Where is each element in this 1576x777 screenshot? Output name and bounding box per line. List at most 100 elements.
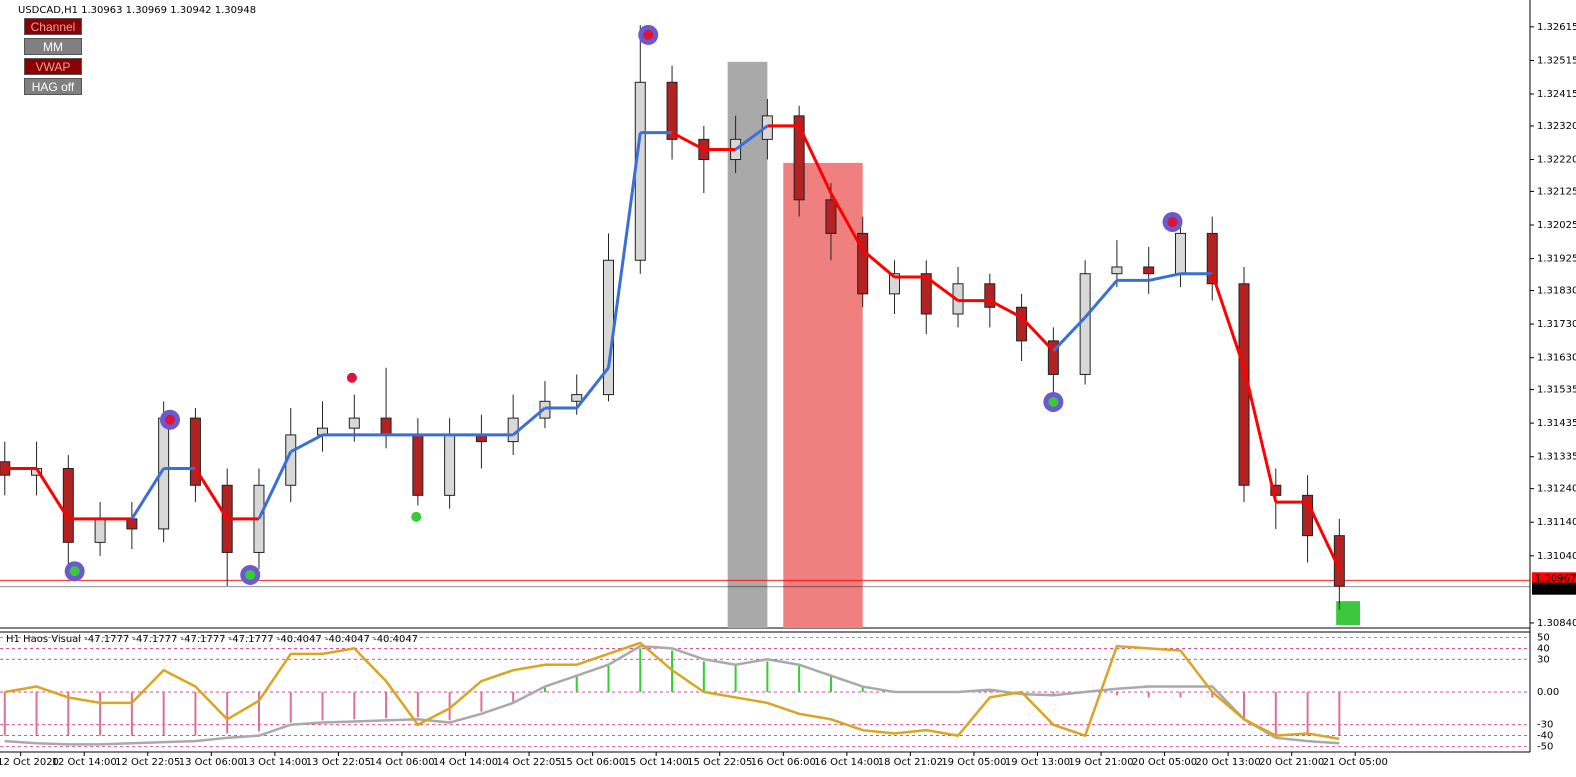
histogram-bar bbox=[385, 692, 388, 719]
toggle-button[interactable]: VWAP bbox=[24, 58, 82, 75]
trend-line bbox=[130, 467, 165, 520]
indicator-title: H1 Haos Visual -47.1777 -47.1777 -47.177… bbox=[6, 634, 418, 645]
histogram-bar bbox=[861, 686, 864, 692]
y-tick-label: 1.31335 bbox=[1537, 452, 1576, 463]
histogram-bar bbox=[226, 692, 229, 734]
x-tick-label: 20 Oct 21:00 bbox=[1259, 757, 1324, 768]
oscillator-line bbox=[4, 644, 1340, 746]
histogram-bar bbox=[289, 692, 292, 723]
x-tick-label: 20 Oct 05:00 bbox=[1132, 757, 1197, 768]
zone bbox=[783, 162, 863, 628]
candle-body bbox=[507, 417, 519, 443]
price-label: 1.30948 bbox=[1535, 584, 1576, 595]
y-tick-label: 1.31925 bbox=[1537, 254, 1576, 265]
histogram-bar bbox=[639, 648, 642, 692]
x-tick-label: 14 Oct 14:00 bbox=[433, 757, 498, 768]
candle-body bbox=[1111, 266, 1123, 275]
signal-dot bbox=[245, 569, 256, 580]
candle-body bbox=[666, 81, 678, 140]
y-tick-label: 1.31730 bbox=[1537, 319, 1576, 330]
candle-body bbox=[444, 434, 456, 496]
histogram-bar bbox=[1115, 692, 1118, 696]
y-tick-label: 40 bbox=[1537, 643, 1550, 654]
histogram-bar bbox=[512, 692, 515, 702]
y-tick-label: 1.32025 bbox=[1537, 220, 1576, 231]
candle-body bbox=[1143, 266, 1155, 275]
trend-line bbox=[671, 131, 705, 151]
y-tick-label: 1.31435 bbox=[1537, 418, 1576, 429]
histogram-bar bbox=[798, 665, 801, 692]
histogram-bar bbox=[734, 665, 737, 692]
trend-line bbox=[194, 467, 229, 520]
histogram-bar bbox=[1052, 692, 1055, 696]
signal-dot bbox=[165, 414, 175, 425]
trend-line bbox=[1306, 501, 1341, 570]
histogram-bar bbox=[480, 692, 483, 712]
toggle-button[interactable]: MM bbox=[24, 38, 82, 55]
x-tick-label: 21 Oct 05:00 bbox=[1323, 757, 1388, 768]
histogram-bar bbox=[1179, 692, 1182, 698]
histogram-bar bbox=[194, 692, 197, 736]
candle-body bbox=[984, 283, 996, 308]
y-tick-label: 1.32125 bbox=[1537, 186, 1576, 197]
histogram-bar bbox=[1338, 692, 1341, 736]
candle-body bbox=[634, 81, 646, 261]
histogram-bar bbox=[1274, 692, 1277, 736]
candle-body bbox=[888, 273, 900, 295]
y-tick-label: -50 bbox=[1537, 742, 1553, 753]
histogram-bar bbox=[1243, 692, 1246, 719]
histogram-bar bbox=[1306, 692, 1309, 736]
trend-line bbox=[861, 249, 896, 279]
x-tick-label: 13 Oct 06:00 bbox=[179, 757, 244, 768]
x-tick-label: 15 Oct 22:05 bbox=[687, 757, 752, 768]
histogram-bar bbox=[3, 692, 6, 736]
x-tick-label: 18 Oct 21:02 bbox=[878, 757, 943, 768]
x-tick-label: 19 Oct 13:00 bbox=[1005, 757, 1070, 768]
price-label-bg bbox=[1532, 582, 1576, 595]
x-tick-label: 19 Oct 21:00 bbox=[1068, 757, 1133, 768]
histogram-bar bbox=[99, 692, 102, 736]
histogram-bar bbox=[448, 692, 451, 721]
histogram-bar bbox=[416, 692, 419, 718]
candle-body bbox=[857, 232, 869, 295]
candle-body bbox=[1047, 340, 1059, 375]
trend-line bbox=[607, 132, 642, 368]
histogram-bar bbox=[575, 676, 578, 692]
trend-line bbox=[1210, 273, 1246, 369]
x-tick-label: 13 Oct 22:05 bbox=[306, 757, 371, 768]
trend-line bbox=[734, 124, 769, 151]
signal-dot bbox=[346, 372, 357, 383]
candle-body bbox=[62, 467, 74, 543]
candle-body bbox=[412, 434, 424, 496]
trend-line bbox=[797, 125, 833, 194]
y-tick-label: -30 bbox=[1537, 720, 1553, 731]
histogram-bar bbox=[1211, 692, 1214, 698]
candle-body bbox=[189, 417, 201, 486]
trend-line bbox=[1020, 316, 1055, 352]
x-tick-label: 14 Oct 22:05 bbox=[496, 757, 561, 768]
candle-body bbox=[793, 115, 805, 201]
toggle-button[interactable]: Channel bbox=[24, 18, 82, 35]
candle-body bbox=[1206, 232, 1218, 285]
candle-body bbox=[825, 199, 837, 234]
candle-body bbox=[126, 518, 138, 530]
histogram-bar bbox=[607, 665, 610, 692]
histogram-bar bbox=[130, 692, 133, 736]
zone bbox=[1336, 601, 1360, 625]
x-tick-label: 12 Oct 2020 bbox=[0, 757, 59, 768]
chart-title: USDCAD,H1 1.30963 1.30969 1.30942 1.3094… bbox=[18, 5, 256, 16]
histogram-bar bbox=[257, 692, 260, 732]
candle-body bbox=[1016, 306, 1028, 342]
candle-body bbox=[571, 394, 583, 402]
x-tick-label: 12 Oct 22:05 bbox=[115, 757, 180, 768]
signal-dot bbox=[411, 511, 422, 522]
trend-line bbox=[989, 299, 1023, 319]
y-tick-label: 50 bbox=[1537, 632, 1550, 643]
y-tick-label: 1.32515 bbox=[1537, 55, 1576, 66]
candle-body bbox=[1079, 273, 1091, 375]
price-label-bg bbox=[1532, 572, 1576, 585]
signal-dot bbox=[1167, 216, 1178, 227]
toggle-button[interactable]: HAG off bbox=[24, 78, 82, 95]
candle-body bbox=[920, 273, 932, 315]
